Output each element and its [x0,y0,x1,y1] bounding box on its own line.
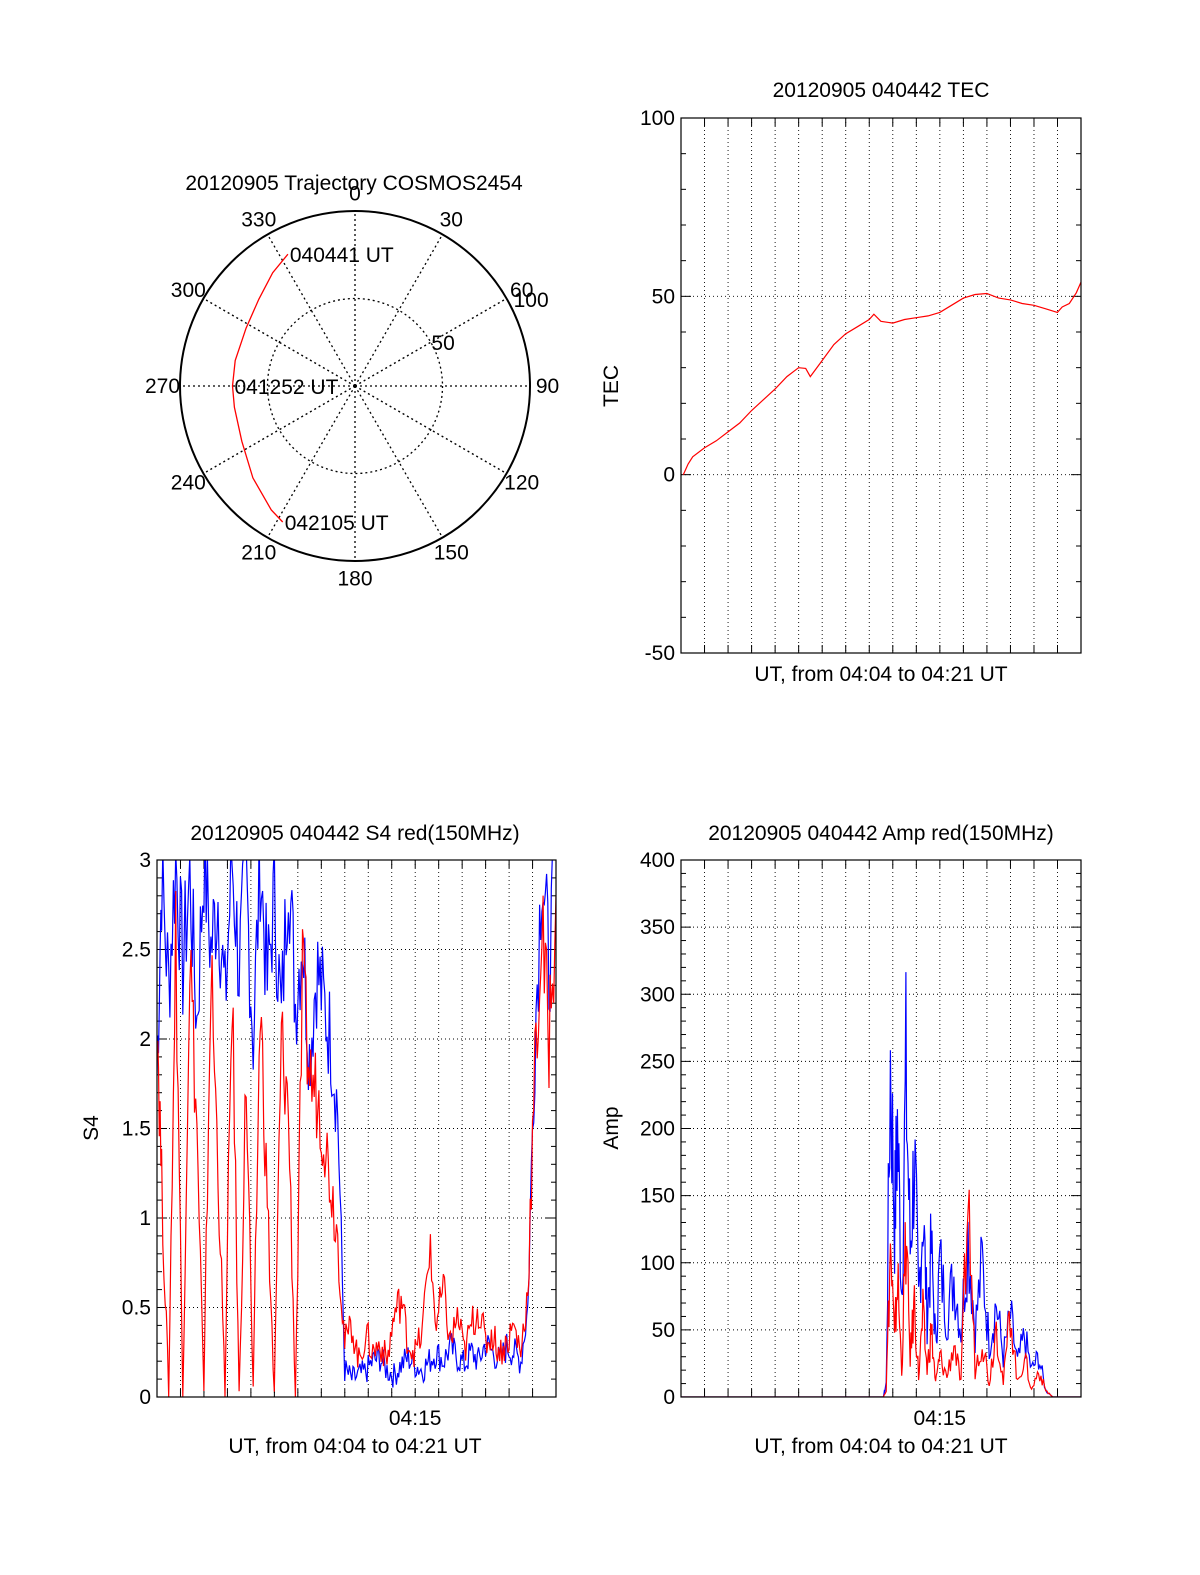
trajectory-inner-ring [266,297,444,475]
trajectory-angle-label: 30 [440,208,463,231]
series-line-2 [157,890,556,1397]
y-tick-label: 250 [640,1050,675,1073]
series-group [682,281,1081,475]
tec-y-axis-label: TEC [600,365,623,407]
trajectory-angle-label: 270 [145,375,180,398]
y-tick-label: 0 [663,1386,675,1409]
y-tick-label: 200 [640,1118,675,1141]
trajectory-radial-label: 100 [514,289,549,312]
plot-frame [156,859,557,1398]
tec-chart: 20120905 040442 TEC -50 0 50 100 TEC UT, fr… [600,79,1082,686]
trajectory-angle-label: 0 [349,183,361,206]
series-line-1 [682,281,1081,475]
y-tick-label: 2 [139,1028,151,1051]
plot-frame [680,117,1082,654]
trajectory-radial-label: 50 [431,332,454,355]
y-tick-label: 150 [640,1185,675,1208]
series-group [681,972,1081,1397]
s4-y-axis-label: S4 [80,1115,103,1141]
trajectory-spoke [354,385,507,475]
trajectory-spoke [354,297,507,387]
trajectory-outer-ring [179,210,531,562]
trajectory-spoke [354,234,444,387]
y-tick-label: 50 [652,285,675,308]
trajectory-angle-label: 150 [434,542,469,565]
trajectory-chart: 20120905 Trajectory COSMOS2454 0 30 60 90 12… [145,172,559,591]
y-tick-label: 350 [640,916,675,939]
trajectory-angle-label: 330 [241,208,276,231]
series-line-2 [681,1189,1081,1397]
y-tick-label: 3 [139,849,151,872]
series-group [157,860,556,1397]
trajectory-angle-label: 60 [510,279,533,302]
s4-chart: 20120905 040442 S4 red(150MHz) 0 0.5 1 1.5 2… [80,822,557,1458]
series-line-1 [681,972,1081,1397]
y-tick-label: 0 [139,1386,151,1409]
y-tick-label: 0 [663,464,675,487]
s4-plot-area: 0 0.5 1 1.5 2 2.5 3 04:15 [122,849,557,1430]
tec-title: 20120905 040442 TEC [773,79,990,102]
trajectory-angle-labels: 0 30 60 90 120 150 180 210 240 270 300 330 [145,183,559,591]
trajectory-track [231,253,289,523]
trajectory-grid [179,210,531,562]
y-tick-label: 0.5 [122,1297,151,1320]
amp-title: 20120905 040442 Amp red(150MHz) [708,822,1054,845]
series-line-1 [157,860,556,1388]
tec-x-axis-label: UT, from 04:04 to 04:21 UT [754,663,1007,686]
y-tick-label: 1 [139,1207,151,1230]
y-tick-label: 1.5 [122,1118,151,1141]
y-tick-label: -50 [645,642,675,665]
x-tick-label: 04:15 [389,1407,442,1430]
trajectory-spoke [203,297,356,387]
trajectory-title: 20120905 Trajectory COSMOS2454 [185,172,523,195]
trajectory-time-label: 042105 UT [285,512,389,535]
trajectory-path [231,253,289,523]
s4-title: 20120905 040442 S4 red(150MHz) [190,822,519,845]
s4-x-axis-label: UT, from 04:04 to 04:21 UT [228,1435,481,1458]
y-tick-label: 2.5 [122,939,151,962]
trajectory-angle-label: 90 [536,375,559,398]
tec-plot-area: -50 0 50 100 [640,107,1082,665]
trajectory-annotations: 040441 UT 041252 UT 042105 UT [235,244,394,535]
trajectory-spoke [266,234,356,387]
y-tick-label: 100 [640,107,675,130]
trajectory-angle-label: 180 [337,568,372,591]
x-tick-label: 04:15 [914,1407,967,1430]
amp-chart: 20120905 040442 Amp red(150MHz) 0 50 100 15… [600,822,1082,1458]
trajectory-angle-label: 210 [241,542,276,565]
amp-plot-area: 0 50 100 150 200 250 300 350 400 04:15 [640,849,1082,1430]
plot-frame [680,859,1082,1398]
trajectory-angle-label: 240 [171,471,206,494]
trajectory-spoke [354,385,444,538]
amp-x-axis-label: UT, from 04:04 to 04:21 UT [754,1435,1007,1458]
trajectory-angle-label: 120 [504,471,539,494]
y-tick-label: 300 [640,983,675,1006]
trajectory-time-label: 041252 UT [235,376,339,399]
trajectory-time-label: 040441 UT [290,244,394,267]
trajectory-spoke [203,385,356,475]
trajectory-spoke [266,385,356,538]
y-tick-label: 400 [640,849,675,872]
amp-y-axis-label: Amp [600,1106,623,1149]
y-tick-label: 100 [640,1252,675,1275]
trajectory-angle-label: 300 [171,279,206,302]
trajectory-radial-labels: 50 100 [431,289,548,355]
y-tick-label: 50 [652,1319,675,1342]
